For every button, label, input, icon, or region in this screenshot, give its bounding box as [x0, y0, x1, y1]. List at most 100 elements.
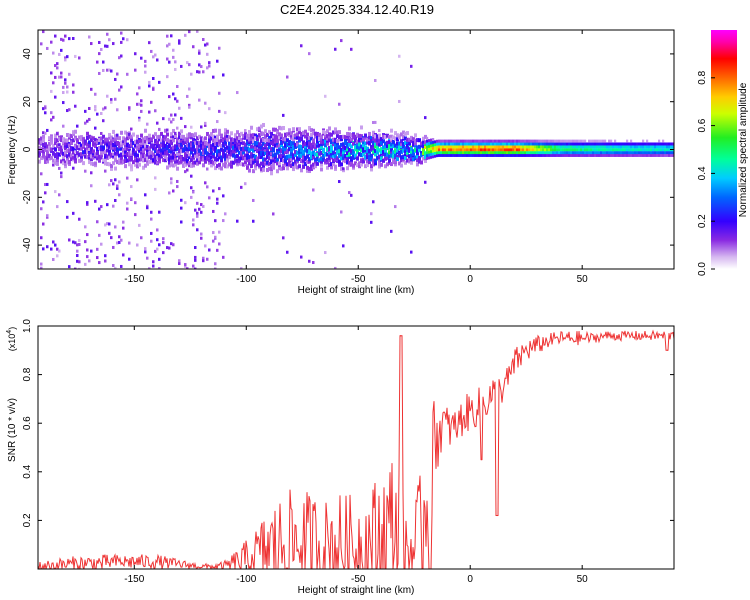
spectrogram-cell	[660, 145, 663, 149]
spectrogram-noise	[86, 248, 89, 252]
spectrogram-cell	[72, 146, 75, 151]
spectrogram-cell	[648, 151, 651, 155]
spectrogram-cell	[390, 146, 393, 151]
spectrogram-cell	[276, 169, 279, 174]
spectrogram-cell	[240, 131, 243, 136]
spectrogram-cell	[100, 147, 103, 152]
spectrogram-noise	[218, 109, 221, 113]
spectrogram-noise	[54, 75, 57, 79]
spectrogram-noise	[152, 55, 155, 59]
spectrogram-cell	[158, 137, 161, 142]
spectrogram-cell	[584, 151, 587, 155]
spectrogram-noise	[128, 107, 131, 111]
spectrogram-cell	[100, 144, 103, 149]
spectrogram-cell	[534, 151, 537, 155]
spectrogram-cell	[362, 140, 365, 145]
spectrogram-cell	[170, 139, 173, 144]
spectrogram-cell	[588, 148, 591, 152]
spectrogram-cell	[616, 145, 619, 149]
spectrogram-cell	[478, 142, 481, 146]
spectrogram-noise	[60, 71, 63, 75]
spectrogram-cell	[38, 150, 41, 155]
spectrogram-cell	[260, 145, 263, 150]
spectrogram-cell	[408, 137, 411, 142]
spectrogram-cell	[516, 142, 519, 146]
spectrogram-cell	[210, 144, 213, 149]
spectrogram-cell	[266, 168, 269, 173]
spectrogram-cell	[270, 131, 273, 136]
spectrogram-cell	[88, 155, 91, 160]
spectrogram-cell	[344, 140, 347, 145]
spectrogram-cell	[442, 139, 445, 143]
spectrogram-cell	[380, 140, 383, 145]
snr-panel: -150 -100 -50 0 50 0.20.40.60.81.0 Height of…	[6, 319, 675, 596]
spectrogram-noise	[130, 168, 133, 172]
spectrogram-noise	[110, 179, 113, 183]
spectrogram-cell	[340, 135, 343, 140]
spectrogram-noise	[166, 57, 169, 61]
spectrogram-cell	[488, 145, 491, 149]
spectrogram-cell	[160, 148, 163, 153]
spectrogram-cell	[608, 151, 611, 155]
spectrogram-cell	[582, 139, 585, 143]
spectrogram-cell	[534, 139, 537, 143]
spectrogram-noise	[122, 253, 125, 257]
spectrogram-cell	[250, 140, 253, 145]
spectrogram-cell	[512, 139, 515, 143]
spectrogram-cell	[306, 168, 309, 173]
spectrogram-noise	[172, 55, 175, 59]
spectrogram-cell	[298, 130, 301, 135]
spectrogram-cell	[116, 159, 119, 164]
spectrogram-cell	[412, 149, 415, 154]
spectrogram-cell	[280, 153, 283, 158]
spectrogram-cell	[296, 132, 299, 137]
spectrogram-noise	[150, 239, 153, 243]
spectrogram-cell	[228, 135, 231, 140]
spectrogram-cell	[450, 151, 453, 155]
spectrogram-cell	[156, 135, 159, 140]
spectrogram-cell	[514, 142, 517, 146]
spectrogram-cell	[404, 153, 407, 158]
spectrogram-cell	[494, 151, 497, 155]
spectrogram-cell	[524, 153, 527, 157]
spectrogram-cell	[248, 158, 251, 163]
spectrogram-cell	[196, 141, 199, 146]
spectrogram-cell	[466, 139, 469, 143]
spectrogram-cell	[670, 142, 673, 146]
spectrogram-cell	[406, 145, 409, 150]
spectrogram-noise	[130, 185, 133, 189]
spectrogram-cell	[476, 151, 479, 155]
spectrogram-cell	[276, 150, 279, 155]
spectrogram-cell	[372, 158, 375, 163]
spectrogram-noise	[50, 247, 53, 251]
spectrogram-noise	[170, 181, 173, 185]
spectrogram-noise	[86, 201, 89, 205]
spectrogram-cell	[448, 151, 451, 155]
spectrogram-noise	[180, 198, 183, 202]
spectrogram-cell	[594, 145, 597, 149]
spectrogram-noise	[64, 81, 67, 85]
spectrogram-cell	[648, 145, 651, 149]
spectrogram-cell	[498, 139, 501, 143]
spectrogram-cell	[418, 138, 421, 143]
spectrogram-cell	[224, 159, 227, 164]
spectrogram-cell	[332, 130, 335, 135]
spectrogram-cell	[168, 163, 171, 168]
spectrogram-noise	[134, 159, 137, 163]
spectrogram-cell	[622, 153, 625, 157]
spectrogram-cell	[552, 142, 555, 146]
spectrogram-noise	[198, 98, 201, 102]
spectrogram-cell	[274, 159, 277, 164]
spectrogram-cell	[150, 159, 153, 164]
spectrogram-cell	[540, 153, 543, 157]
spectrogram-cell	[588, 142, 591, 146]
snr-y-multiplier: (x104)	[6, 327, 17, 351]
spectrogram-cell	[288, 131, 291, 136]
spectrogram-cell	[254, 146, 257, 151]
spectrogram-cell	[536, 142, 539, 146]
spectrogram-cell	[636, 142, 639, 146]
spectrogram-cell	[538, 139, 541, 143]
spectrogram-cell	[468, 145, 471, 149]
spectrogram-cell	[330, 148, 333, 153]
spectrogram-cell	[614, 153, 617, 157]
